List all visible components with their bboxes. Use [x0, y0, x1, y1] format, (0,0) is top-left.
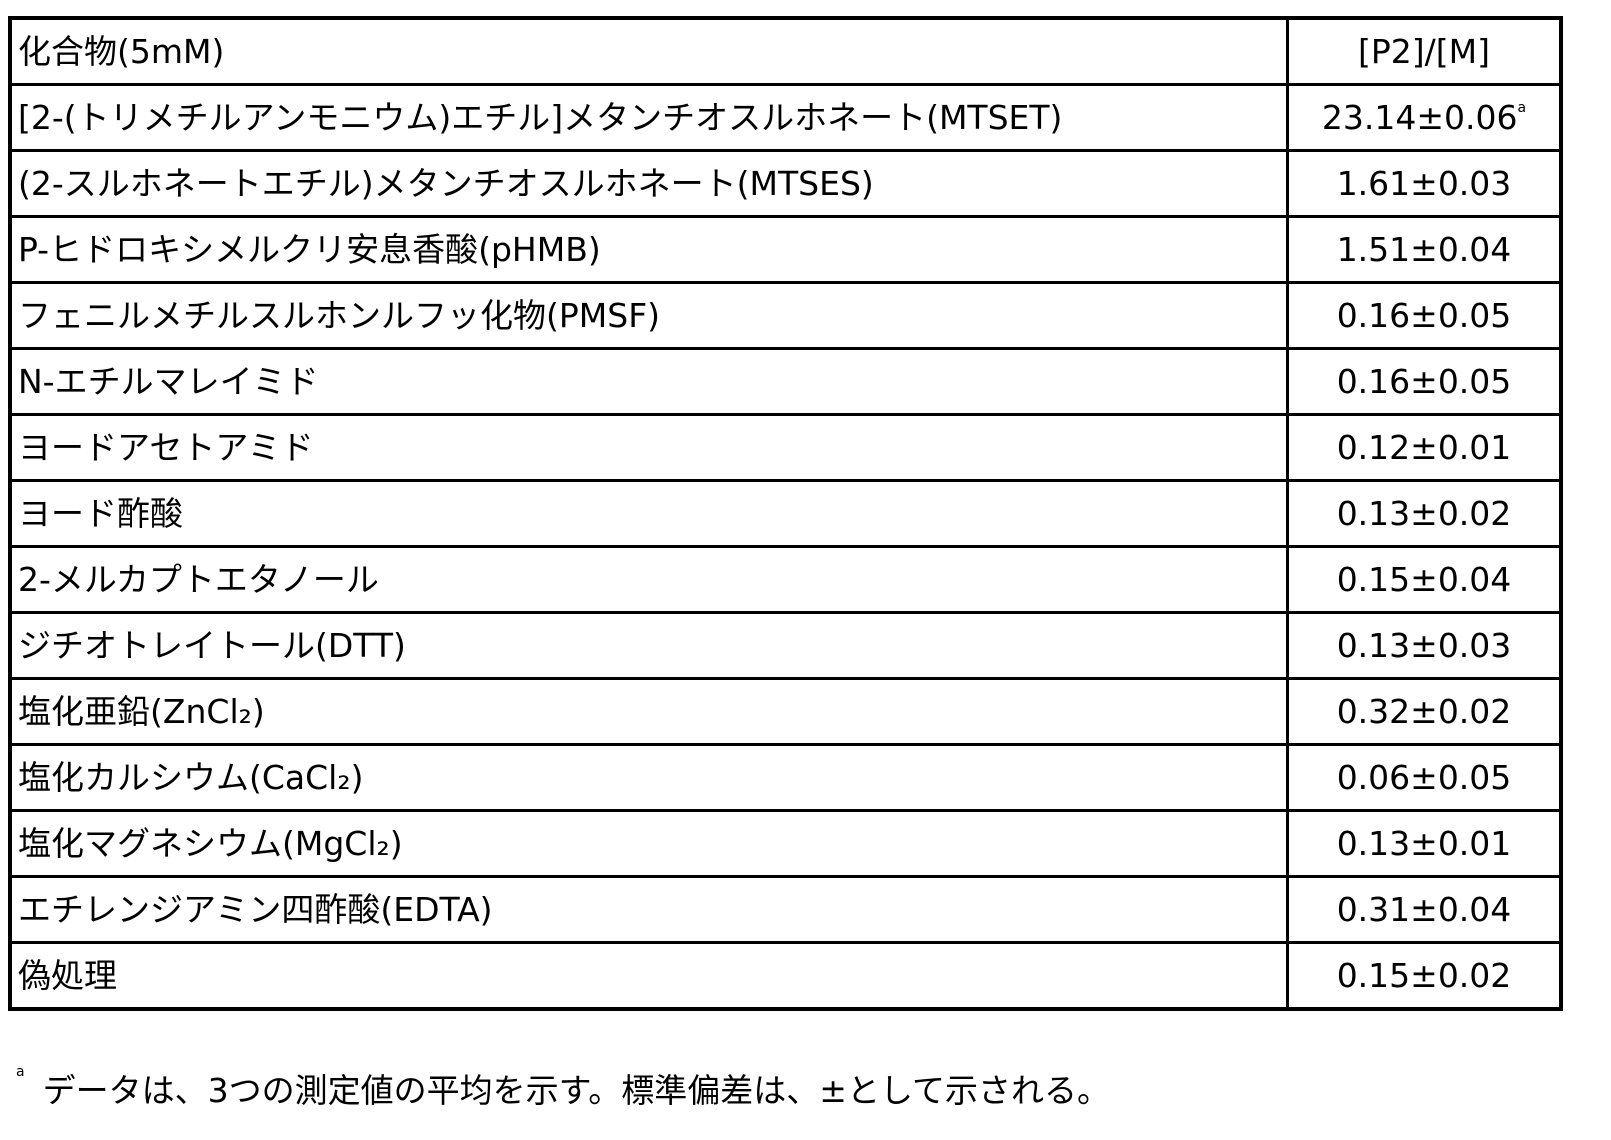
table-row: ヨードアセトアミド 0.12±0.01 — [10, 415, 1561, 481]
ratio-cell: 23.14±0.06a — [1288, 85, 1562, 151]
footnote: a データは、3つの測定値の平均を示す。標準偏差は、±として示される。 — [16, 1064, 1110, 1112]
ratio-cell: 1.61±0.03 — [1288, 151, 1562, 217]
table-row: ジチオトレイトール(DTT) 0.13±0.03 — [10, 613, 1561, 679]
ratio-value: 0.31±0.04 — [1337, 890, 1512, 929]
table-row: P-ヒドロキシメルクリ安息香酸(pHMB) 1.51±0.04 — [10, 217, 1561, 283]
table-row: フェニルメチルスルホンルフッ化物(PMSF) 0.16±0.05 — [10, 283, 1561, 349]
ratio-cell: 0.13±0.03 — [1288, 613, 1562, 679]
compound-cell: 塩化カルシウム(CaCl₂) — [10, 745, 1288, 811]
ratio-value: 0.13±0.01 — [1337, 824, 1512, 863]
compound-cell: 偽処理 — [10, 943, 1288, 1010]
header-row: 化合物(5mM) [P2]/[M] — [10, 18, 1561, 85]
compound-cell: (2-スルホネートエチル)メタンチオスルホネート(MTSES) — [10, 151, 1288, 217]
ratio-value: 0.13±0.03 — [1337, 626, 1512, 665]
ratio-cell: 0.13±0.02 — [1288, 481, 1562, 547]
table-row: (2-スルホネートエチル)メタンチオスルホネート(MTSES) 1.61±0.03 — [10, 151, 1561, 217]
ratio-cell: 0.12±0.01 — [1288, 415, 1562, 481]
ratio-value: 1.51±0.04 — [1337, 230, 1512, 269]
ratio-value: 0.13±0.02 — [1337, 494, 1512, 533]
footnote-marker: a — [16, 1064, 25, 1080]
table-row: [2-(トリメチルアンモニウム)エチル]メタンチオスルホネート(MTSET)23… — [10, 85, 1561, 151]
ratio-value: 0.15±0.04 — [1337, 560, 1512, 599]
compound-cell: フェニルメチルスルホンルフッ化物(PMSF) — [10, 283, 1288, 349]
ratio-cell: 0.16±0.05 — [1288, 349, 1562, 415]
table-row: ヨード酢酸 0.13±0.02 — [10, 481, 1561, 547]
footnote-marker: a — [1518, 100, 1527, 116]
table-row: 2-メルカプトエタノール 0.15±0.04 — [10, 547, 1561, 613]
ratio-value: 0.12±0.01 — [1337, 428, 1512, 467]
compound-cell: エチレンジアミン四酢酸(EDTA) — [10, 877, 1288, 943]
table-row: 偽処理 0.15±0.02 — [10, 943, 1561, 1010]
ratio-cell: 0.32±0.02 — [1288, 679, 1562, 745]
table-row: 塩化亜鉛(ZnCl₂) 0.32±0.02 — [10, 679, 1561, 745]
compound-cell: 2-メルカプトエタノール — [10, 547, 1288, 613]
compound-cell: 塩化亜鉛(ZnCl₂) — [10, 679, 1288, 745]
ratio-cell: 0.13±0.01 — [1288, 811, 1562, 877]
compound-cell: ヨードアセトアミド — [10, 415, 1288, 481]
ratio-value: 0.32±0.02 — [1337, 692, 1512, 731]
table-row: N-エチルマレイミド 0.16±0.05 — [10, 349, 1561, 415]
footnote-text: データは、3つの測定値の平均を示す。標準偏差は、±として示される。 — [43, 1071, 1110, 1110]
ratio-value: 23.14±0.06 — [1322, 98, 1518, 137]
compound-cell: P-ヒドロキシメルクリ安息香酸(pHMB) — [10, 217, 1288, 283]
ratio-value: 0.16±0.05 — [1337, 362, 1512, 401]
ratio-value: 1.61±0.03 — [1337, 164, 1512, 203]
table-row: エチレンジアミン四酢酸(EDTA) 0.31±0.04 — [10, 877, 1561, 943]
header-ratio: [P2]/[M] — [1288, 18, 1562, 85]
compound-cell: ヨード酢酸 — [10, 481, 1288, 547]
ratio-cell: 0.16±0.05 — [1288, 283, 1562, 349]
ratio-cell: 1.51±0.04 — [1288, 217, 1562, 283]
table-row: 塩化カルシウム(CaCl₂) 0.06±0.05 — [10, 745, 1561, 811]
compound-cell: [2-(トリメチルアンモニウム)エチル]メタンチオスルホネート(MTSET) — [10, 85, 1288, 151]
ratio-cell: 0.15±0.04 — [1288, 547, 1562, 613]
compound-cell: 塩化マグネシウム(MgCl₂) — [10, 811, 1288, 877]
ratio-value: 0.06±0.05 — [1337, 758, 1512, 797]
compound-cell: ジチオトレイトール(DTT) — [10, 613, 1288, 679]
ratio-cell: 0.31±0.04 — [1288, 877, 1562, 943]
header-compound: 化合物(5mM) — [10, 18, 1288, 85]
ratio-cell: 0.15±0.02 — [1288, 943, 1562, 1010]
table-row: 塩化マグネシウム(MgCl₂) 0.13±0.01 — [10, 811, 1561, 877]
results-table: 化合物(5mM) [P2]/[M] [2-(トリメチルアンモニウム)エチル]メタ… — [8, 16, 1563, 1011]
ratio-cell: 0.06±0.05 — [1288, 745, 1562, 811]
ratio-value: 0.16±0.05 — [1337, 296, 1512, 335]
compound-cell: N-エチルマレイミド — [10, 349, 1288, 415]
ratio-value: 0.15±0.02 — [1337, 956, 1512, 995]
